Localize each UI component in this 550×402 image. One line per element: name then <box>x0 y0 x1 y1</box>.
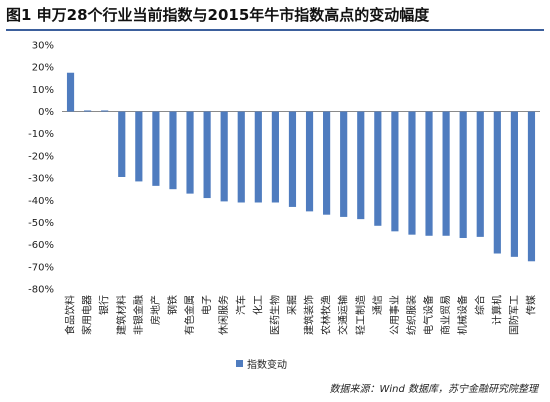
y-tick-label: 30% <box>32 41 54 52</box>
x-tick-label: 房地产 <box>149 295 162 325</box>
bar <box>510 111 518 257</box>
x-axis-labels: 食品饮料 家用电器 银行 建筑材料 非银金融 房地产 钢铁 有色金属 电子 休闲服务 汽车 化工 医药生… <box>64 295 538 335</box>
bar <box>237 111 245 203</box>
y-tick-label: 10% <box>32 85 54 96</box>
x-tick-label: 化工 <box>251 295 264 315</box>
bar <box>476 111 484 237</box>
y-tick-label: -70% <box>28 262 54 273</box>
x-tick-label: 公用事业 <box>388 295 401 335</box>
chart-title: 图1 申万28个行业当前指数与2015年牛市指数高点的变动幅度 <box>6 6 430 24</box>
bar <box>254 111 262 203</box>
bar <box>340 111 348 217</box>
x-tick-label: 银行 <box>98 295 111 315</box>
bar <box>84 110 92 112</box>
x-tick-label: 电气设备 <box>422 295 435 335</box>
legend: 指数变动 <box>236 356 287 371</box>
bar <box>169 111 177 190</box>
title-divider <box>6 29 544 31</box>
x-tick-label: 商业贸易 <box>439 295 452 335</box>
y-tick-label: -50% <box>28 218 54 229</box>
bar <box>220 111 228 202</box>
bar <box>357 111 365 220</box>
x-tick-label: 汽车 <box>234 295 247 315</box>
x-tick-label: 食品饮料 <box>64 295 77 335</box>
bar <box>527 111 536 262</box>
bar <box>135 111 143 182</box>
x-tick-label: 纺织服装 <box>405 295 418 335</box>
bar <box>152 111 160 186</box>
bar <box>374 111 382 226</box>
y-tick-label: -30% <box>28 174 54 185</box>
x-tick-label: 农林牧渔 <box>320 295 333 335</box>
x-tick-label: 有色金属 <box>183 295 196 335</box>
x-tick-label: 国防军工 <box>507 295 520 335</box>
x-tick-label: 钢铁 <box>166 295 179 315</box>
bar <box>323 111 331 215</box>
bar <box>391 111 399 232</box>
x-tick-label: 非银金融 <box>132 295 145 335</box>
legend-swatch <box>236 360 243 367</box>
y-tick-label: -10% <box>28 129 54 140</box>
x-tick-label: 综合 <box>473 295 486 315</box>
x-tick-label: 传媒 <box>525 295 537 315</box>
y-tick-label: 20% <box>32 63 54 74</box>
y-tick-label: -20% <box>28 151 54 162</box>
bars-group <box>66 72 536 262</box>
legend-label: 指数变动 <box>247 360 287 371</box>
x-tick-label: 休闲服务 <box>217 295 230 335</box>
x-tick-label: 计算机 <box>490 295 503 325</box>
bar <box>118 111 126 177</box>
x-tick-label: 建筑材料 <box>115 295 128 335</box>
x-tick-label: 交通运输 <box>337 295 350 335</box>
bar <box>186 111 194 194</box>
bar <box>493 111 501 254</box>
bar <box>271 111 279 203</box>
x-tick-label: 采掘 <box>285 295 298 315</box>
source-note: 数据来源：Wind 数据库，苏宁金融研究院整理 <box>329 384 538 395</box>
bar <box>288 111 297 207</box>
y-tick-label: -40% <box>28 196 54 207</box>
bar <box>66 72 75 112</box>
x-tick-label: 轻工制造 <box>354 295 367 335</box>
bar <box>101 110 109 112</box>
x-tick-label: 家用电器 <box>81 295 94 335</box>
x-tick-label: 机械设备 <box>456 295 469 335</box>
x-tick-label: 医药生物 <box>268 295 281 335</box>
bar <box>425 111 433 236</box>
x-tick-label: 通信 <box>372 295 384 315</box>
y-tick-label: -80% <box>28 285 54 296</box>
bar <box>408 111 416 235</box>
bar <box>459 111 467 238</box>
bar <box>305 111 314 212</box>
x-tick-label: 电子 <box>200 295 213 315</box>
x-tick-label: 建筑装饰 <box>303 295 316 335</box>
y-axis: 30% 20% 10% 0% -10% -20% -30% -40% -50% -60% -70% -… <box>28 41 540 296</box>
bar <box>203 111 211 199</box>
bar <box>442 111 450 236</box>
y-tick-label: -60% <box>28 240 54 251</box>
y-tick-label: 0% <box>38 107 54 118</box>
